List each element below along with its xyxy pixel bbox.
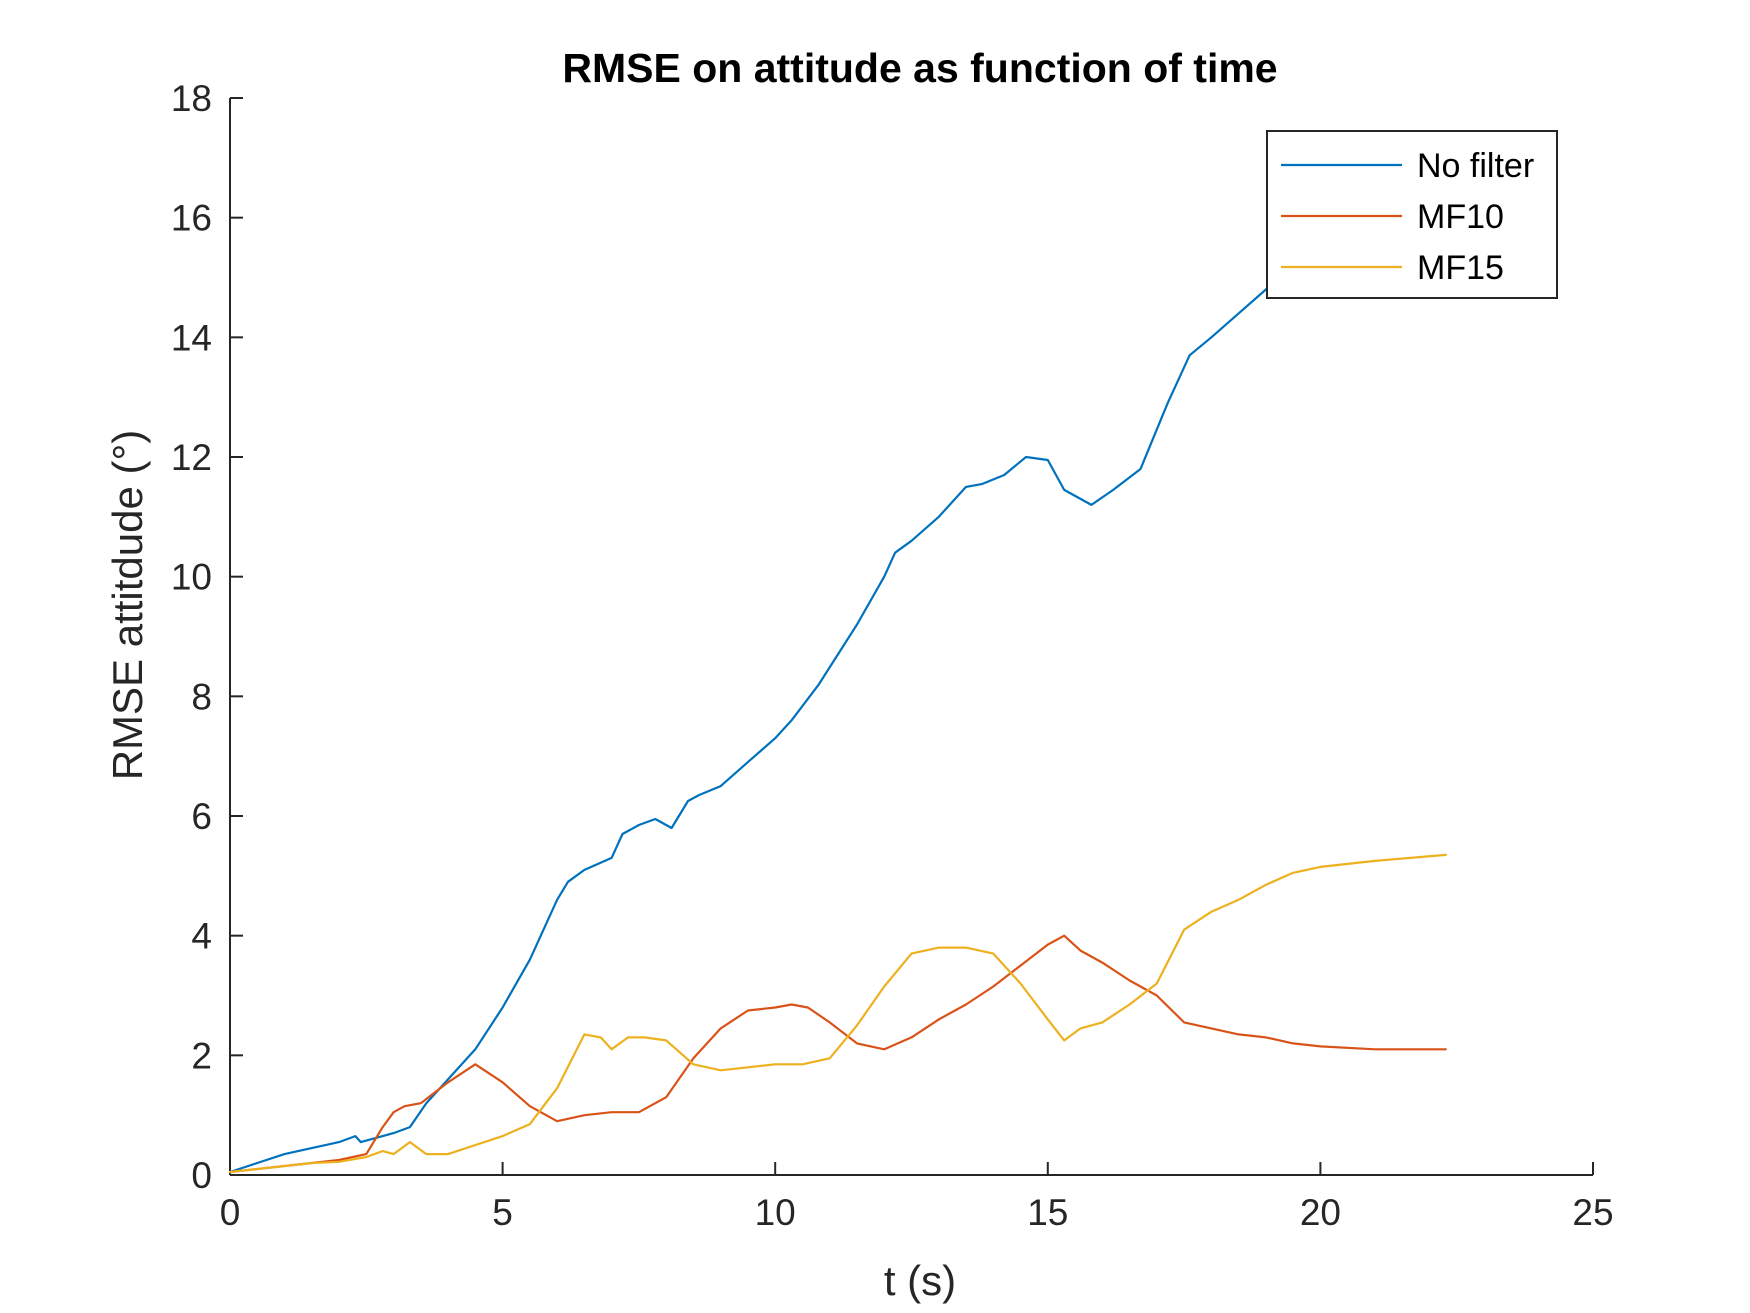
axes: 0 5 10 15 20 25 0 2 4 6 8 10 12 14 16 18	[171, 78, 1614, 1233]
y-tick-label: 14	[171, 317, 212, 358]
x-axis-label: t (s)	[884, 1257, 956, 1304]
y-tick-label: 6	[191, 796, 212, 837]
series-line-no-filter	[228, 276, 1278, 1174]
legend: No filter MF10 MF15	[1266, 130, 1558, 299]
x-tick-label: 25	[1572, 1192, 1613, 1233]
chart-title: RMSE on attitude as function of time	[562, 45, 1277, 91]
x-tick-label: 15	[1027, 1192, 1068, 1233]
series-line-mf15	[228, 853, 1447, 1174]
y-axis-label: RMSE attitdude (°)	[104, 430, 151, 781]
y-tick-label: 16	[171, 198, 212, 239]
y-tick-label: 12	[171, 437, 212, 478]
y-tick-label: 2	[191, 1035, 212, 1076]
legend-label: No filter	[1417, 147, 1534, 185]
series-line-mf10	[228, 934, 1447, 1174]
y-tick-label: 10	[171, 557, 212, 598]
series-group	[228, 276, 1447, 1174]
legend-box	[1266, 130, 1558, 299]
x-tick-label: 5	[492, 1192, 513, 1233]
x-tick-label: 10	[755, 1192, 796, 1233]
legend-label: MF10	[1417, 198, 1504, 236]
legend-label: MF15	[1417, 249, 1504, 287]
y-tick-label: 8	[191, 676, 212, 717]
x-tick-label: 0	[220, 1192, 241, 1233]
y-tick-label: 0	[191, 1155, 212, 1196]
x-tick-label: 20	[1300, 1192, 1341, 1233]
y-tick-label: 18	[171, 78, 212, 119]
y-tick-label: 4	[191, 916, 212, 957]
